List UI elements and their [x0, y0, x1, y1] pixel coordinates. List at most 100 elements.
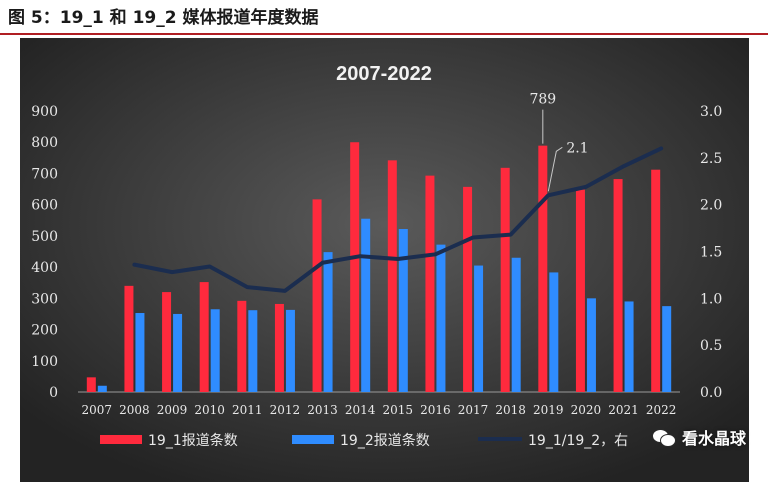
left-axis: 0 100 200 300 400 500 600 700 800 900 — [31, 104, 58, 401]
ratio-point — [208, 264, 212, 268]
right-axis: 0.0 0.5 1.0 1.5 2.0 2.5 3.0 — [700, 104, 722, 401]
ratio-point — [659, 146, 663, 150]
bar-19-2 — [323, 252, 333, 392]
left-tick-label: 100 — [31, 354, 58, 370]
bar-19-2 — [398, 229, 408, 392]
bar-19-2 — [511, 257, 521, 392]
bar-19-2 — [662, 306, 672, 392]
chart-title: 2007-2022 — [336, 63, 432, 85]
legend: 19_1报道条数 19_2报道条数 19_1/19_2，右 — [100, 432, 628, 449]
bar-19-1 — [575, 189, 585, 392]
right-tick-label: 3.0 — [700, 104, 722, 120]
legend-ratio-label: 19_1/19_2，右 — [528, 433, 628, 449]
annotation-2-1: 2.1 — [566, 140, 588, 156]
figure-title: 图 5：19_1 和 19_2 媒体报道年度数据 — [8, 8, 319, 28]
x-tick-label: 2011 — [232, 403, 263, 417]
bar-19-2 — [361, 218, 371, 392]
ratio-point — [321, 261, 325, 265]
title-divider — [0, 33, 768, 35]
x-tick-label: 2017 — [458, 403, 489, 417]
x-tick-label: 2008 — [119, 403, 150, 417]
legend-19-2-swatch — [292, 435, 334, 444]
ratio-point — [622, 164, 626, 168]
chart: 2007-2022 0 100 200 300 400 500 600 700 800 900 0… — [20, 38, 749, 482]
left-tick-label: 300 — [31, 291, 58, 307]
x-tick-label: 2007 — [82, 403, 113, 417]
annotation-leader — [547, 146, 563, 192]
x-tick-label: 2020 — [571, 403, 602, 417]
bar-19-1 — [425, 175, 435, 392]
bar-19-2 — [436, 244, 446, 392]
x-tick-label: 2018 — [495, 403, 526, 417]
ratio-point — [396, 257, 400, 261]
ratio-point — [546, 193, 550, 197]
left-tick-label: 0 — [49, 385, 58, 401]
ratio-point — [584, 185, 588, 189]
x-axis: 2007 2008 2009 2010 2011 2012 2013 2014 2015 2016… — [82, 403, 677, 417]
x-tick-label: 2021 — [608, 403, 639, 417]
left-tick-label: 400 — [31, 260, 58, 276]
bar-19-1 — [500, 167, 510, 392]
bar-19-2 — [210, 309, 220, 392]
x-tick-label: 2015 — [383, 403, 414, 417]
bar-19-1 — [199, 282, 209, 392]
legend-19-2-label: 19_2报道条数 — [340, 432, 430, 449]
chat-bubble-icon — [651, 428, 676, 447]
x-tick-label: 2022 — [646, 403, 677, 417]
bar-19-2 — [97, 385, 107, 392]
ratio-point — [283, 289, 287, 293]
annotations: 789 2.1 — [529, 92, 589, 192]
left-tick-label: 900 — [31, 104, 58, 120]
x-tick-label: 2012 — [270, 403, 301, 417]
bar-19-2 — [586, 298, 596, 392]
x-tick-label: 2019 — [533, 403, 564, 417]
bar-19-1 — [463, 186, 473, 392]
right-tick-label: 2.0 — [700, 198, 722, 214]
right-tick-label: 0.0 — [700, 385, 722, 401]
bar-19-2 — [474, 265, 484, 392]
ratio-point — [170, 270, 174, 274]
line-series — [132, 146, 664, 293]
bar-19-2 — [248, 310, 258, 392]
bar-19-1 — [237, 300, 247, 392]
bar-19-1 — [387, 160, 397, 392]
x-tick-label: 2016 — [420, 403, 451, 417]
left-tick-label: 800 — [31, 135, 58, 151]
bar-19-2 — [135, 313, 145, 392]
left-tick-label: 500 — [31, 229, 58, 245]
bar-19-1 — [124, 285, 134, 392]
bar-19-1 — [274, 303, 284, 392]
x-tick-label: 2009 — [157, 403, 188, 417]
legend-19-1-swatch — [100, 435, 142, 444]
bar-19-2 — [285, 309, 295, 392]
right-tick-label: 1.5 — [700, 245, 722, 261]
ratio-point — [245, 285, 249, 289]
bar-19-1 — [613, 179, 623, 392]
ratio-point — [433, 252, 437, 256]
bar-19-1 — [651, 169, 661, 392]
bar-series — [86, 142, 672, 392]
ratio-point — [509, 233, 513, 237]
left-tick-label: 700 — [31, 166, 58, 182]
legend-19-1-label: 19_1报道条数 — [148, 432, 238, 449]
bar-19-1 — [312, 199, 322, 392]
x-tick-label: 2014 — [345, 403, 376, 417]
bar-19-1 — [162, 292, 172, 392]
ratio-point — [132, 263, 136, 267]
bar-19-1 — [538, 145, 548, 392]
bar-19-2 — [173, 313, 183, 392]
bar-19-1 — [86, 377, 96, 392]
x-tick-label: 2010 — [194, 403, 225, 417]
bar-19-2 — [624, 301, 634, 392]
left-tick-label: 200 — [31, 323, 58, 339]
ratio-point — [471, 235, 475, 239]
left-tick-label: 600 — [31, 198, 58, 214]
watermark: 看水晶球 — [651, 422, 746, 452]
x-tick-label: 2013 — [307, 403, 338, 417]
watermark-text: 看水晶球 — [681, 429, 746, 448]
bar-19-2 — [549, 272, 559, 392]
ratio-point — [358, 254, 362, 258]
bar-19-1 — [350, 142, 360, 392]
right-tick-label: 2.5 — [700, 151, 722, 167]
right-tick-label: 1.0 — [700, 291, 722, 307]
